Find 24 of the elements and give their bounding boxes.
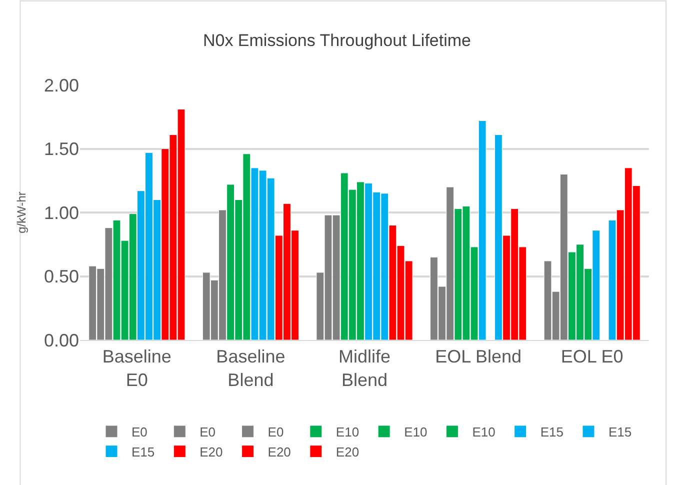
legend-label: E15 — [540, 424, 564, 440]
x-tick-label: Baseline E0 — [102, 346, 172, 390]
y-tick-label: 0.50 — [44, 266, 79, 287]
legend-label: E0 — [268, 424, 284, 440]
y-axis-title: g/kW-hr — [14, 192, 28, 234]
y-tick-label: 2.00 — [44, 75, 79, 96]
legend-label: E15 — [132, 444, 155, 460]
y-tick-label: 0.00 — [44, 330, 79, 350]
x-tick-label: Midlife Blend — [338, 346, 391, 390]
legend-label: E20 — [200, 444, 223, 460]
x-tick-label: Baseline Blend — [216, 346, 286, 390]
legend-label: E10 — [472, 424, 496, 440]
legend-label: E15 — [608, 424, 632, 440]
y-tick-label: 1.50 — [44, 139, 79, 160]
chart-title: N0x Emissions Throughout Lifetime — [202, 30, 472, 50]
legend-label: E20 — [336, 444, 360, 460]
legend-label: E10 — [336, 424, 360, 440]
legend-label: E0 — [200, 424, 216, 440]
x-tick-label: EOL Blend — [435, 346, 522, 367]
y-tick-label: 1.00 — [44, 202, 79, 223]
legend-label: E10 — [404, 424, 428, 440]
legend-label: E20 — [268, 444, 291, 460]
legend-label: E0 — [132, 424, 148, 440]
x-tick-label: EOL E0 — [560, 346, 624, 367]
